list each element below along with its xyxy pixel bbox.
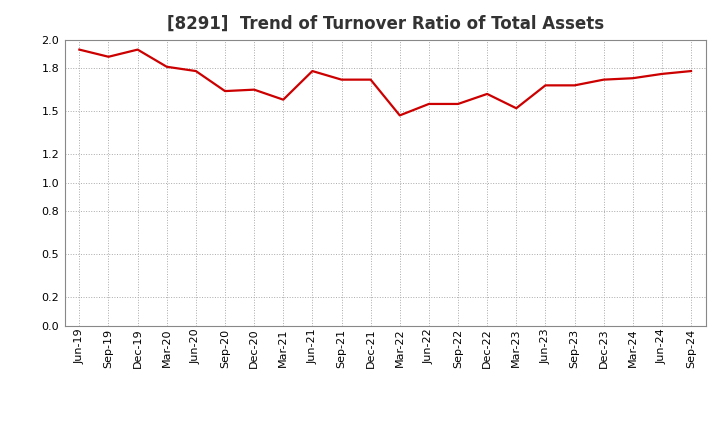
Title: [8291]  Trend of Turnover Ratio of Total Assets: [8291] Trend of Turnover Ratio of Total …	[166, 15, 604, 33]
